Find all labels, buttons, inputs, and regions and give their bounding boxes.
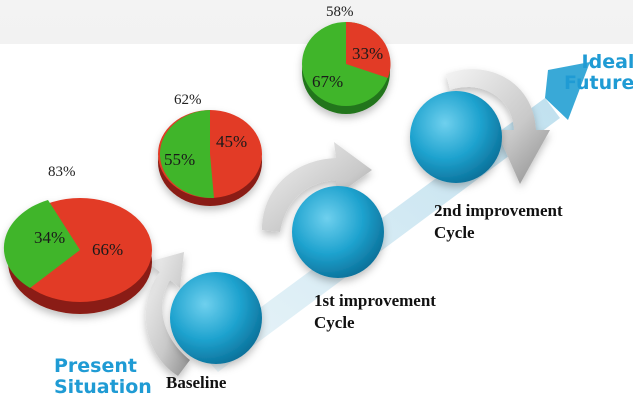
first-cycle-line2: Cycle	[314, 313, 355, 332]
pie-chart-3	[302, 21, 391, 114]
cycle-arrow-first	[262, 142, 372, 232]
ideal-line: Ideal	[581, 51, 633, 73]
future-line: Future	[564, 72, 633, 94]
pie-chart-2	[158, 110, 262, 206]
second-cycle-line2: Cycle	[434, 223, 475, 242]
cycle-arrow-baseline	[145, 252, 190, 376]
pie1-green-label: 34%	[34, 228, 66, 247]
first-cycle-label: 1st improvement Cycle	[314, 290, 436, 334]
pie2-green-label: 55%	[164, 150, 196, 169]
pie-chart-1	[3, 198, 152, 314]
second-cycle-label: 2nd improvement Cycle	[434, 200, 563, 244]
pie3-top-label: 58%	[326, 4, 354, 20]
present-line: Present	[54, 355, 137, 377]
first-cycle-line1: 1st improvement	[314, 291, 436, 310]
sphere-second	[410, 91, 502, 183]
ideal-future-label: Ideal Future	[564, 52, 633, 94]
pie1-red-label: 66%	[92, 240, 124, 259]
cycle-arrow-second	[446, 69, 550, 184]
situation-line: Situation	[54, 376, 152, 398]
present-situation-label: Present Situation	[54, 356, 152, 398]
pie2-top-label: 62%	[174, 92, 202, 108]
sphere-first	[292, 186, 384, 278]
pie3-green-label: 67%	[312, 72, 344, 91]
pie2-red-label: 45%	[216, 132, 248, 151]
sphere-baseline	[170, 272, 262, 364]
second-cycle-line1: 2nd improvement	[434, 201, 563, 220]
pie3-red-label: 33%	[352, 44, 384, 63]
baseline-label: Baseline	[166, 373, 227, 392]
pie1-top-label: 83%	[48, 164, 76, 180]
